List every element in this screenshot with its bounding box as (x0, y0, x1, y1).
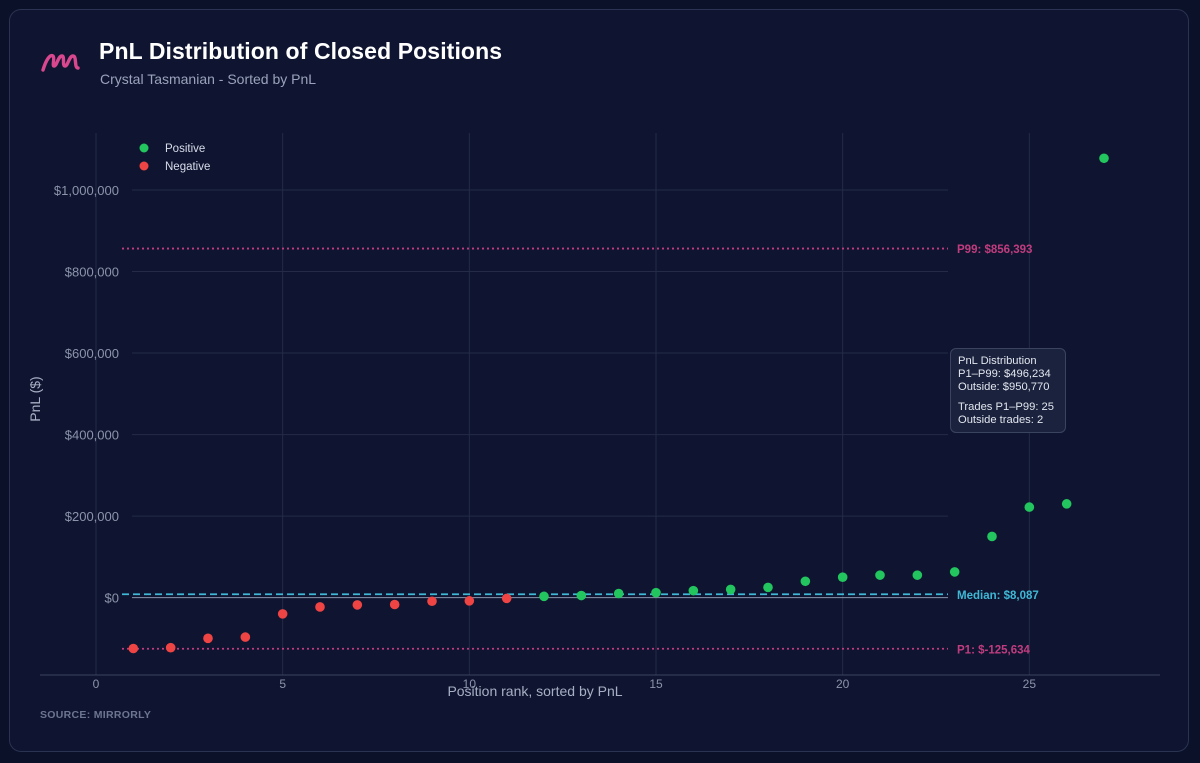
x-tick-label: 10 (463, 677, 477, 691)
data-point (165, 642, 176, 653)
y-tick-label: $400,000 (65, 428, 119, 443)
data-point (949, 567, 960, 577)
data-point (240, 632, 251, 642)
distribution-info-box: PnL Distribution P1–P99: $496,234 Outsid… (950, 348, 1066, 433)
x-tick-label: 25 (1023, 677, 1037, 691)
x-axis-label: Position rank, sorted by PnL (447, 683, 622, 699)
data-point (688, 585, 699, 596)
data-point (1099, 153, 1109, 164)
data-point (987, 531, 997, 542)
info-outside: Outside: $950,770 (958, 381, 1050, 393)
reference-line-label: P99: $856,393 (957, 244, 1032, 256)
data-point (837, 572, 848, 582)
data-point (277, 609, 288, 619)
data-point (501, 593, 512, 604)
data-point (576, 590, 587, 601)
info-range: P1–P99: $496,234 (958, 368, 1051, 380)
data-point (912, 570, 923, 580)
y-tick-label: $600,000 (65, 346, 119, 361)
reference-line-label: Median: $8,087 (957, 590, 1039, 602)
data-point (464, 596, 475, 606)
data-point (875, 570, 885, 580)
x-tick-label: 0 (93, 677, 100, 691)
info-trades: Trades P1–P99: 25 (958, 401, 1054, 413)
data-point (352, 600, 363, 610)
reference-line-label: P1: $-125,634 (957, 644, 1030, 656)
data-point (427, 596, 437, 607)
data-point (613, 588, 624, 599)
page-title: PnL Distribution of Closed Positions (99, 38, 503, 64)
data-point (800, 576, 811, 587)
data-point (315, 602, 325, 612)
legend-marker (139, 161, 149, 171)
y-tick-label: $1,000,000 (54, 183, 119, 198)
x-tick-label: 20 (836, 677, 850, 691)
data-point (1024, 502, 1035, 512)
legend-label: Positive (165, 143, 205, 155)
data-point (763, 582, 773, 593)
x-tick-label: 5 (279, 677, 286, 691)
data-point (128, 643, 139, 654)
y-tick-label: $800,000 (65, 265, 119, 280)
mirrorly-logo-icon (41, 53, 80, 72)
data-point (1061, 499, 1072, 509)
data-point (651, 587, 661, 598)
page-subtitle: Crystal Tasmanian - Sorted by PnL (100, 71, 317, 87)
data-point (389, 599, 400, 610)
legend-label: Negative (165, 161, 210, 173)
info-heading: PnL Distribution (958, 355, 1037, 367)
source-note: SOURCE: MIRRORLY (40, 709, 152, 721)
y-tick-label: $0 (105, 591, 119, 606)
data-point (203, 633, 213, 644)
y-tick-label: $200,000 (65, 509, 119, 524)
x-tick-label: 15 (649, 677, 663, 691)
data-point (539, 591, 549, 602)
y-axis-label: PnL ($) (27, 376, 43, 421)
legend-marker (139, 143, 149, 153)
data-point (725, 584, 736, 595)
info-outside-trades: Outside trades: 2 (958, 414, 1044, 426)
